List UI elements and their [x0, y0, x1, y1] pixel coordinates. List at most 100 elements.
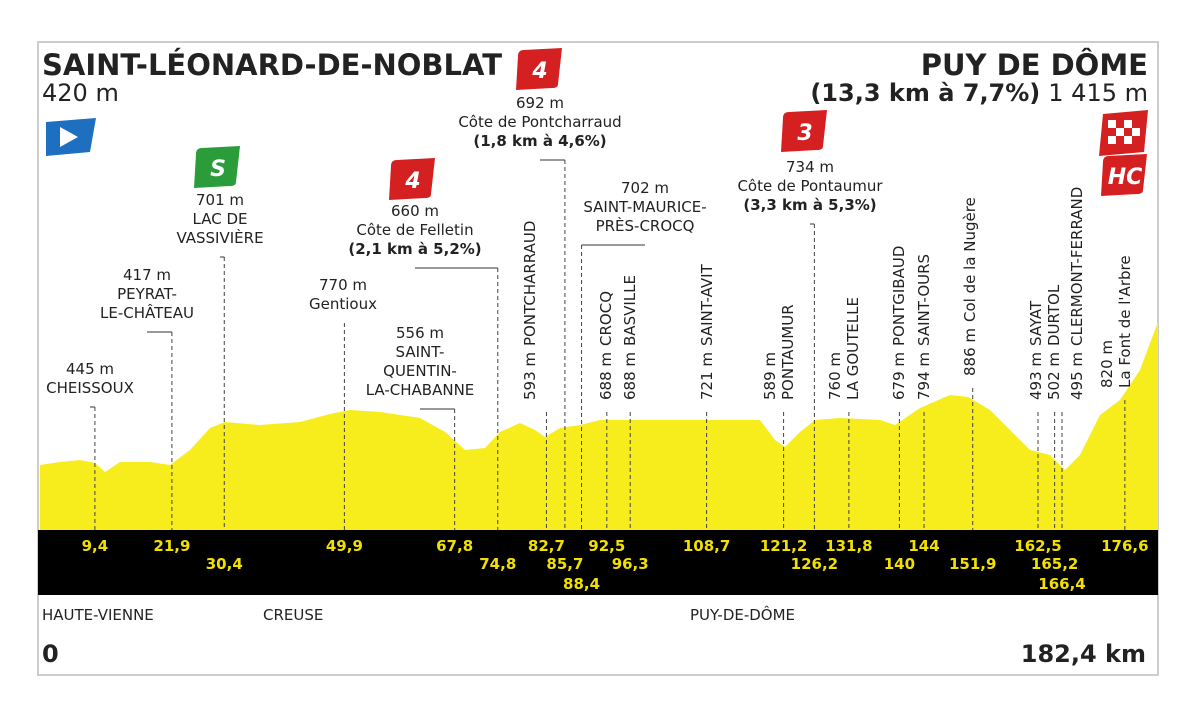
waypoint-label: 495 m CLERMONT-FERRAND — [1068, 187, 1086, 400]
km-label: 30,4 — [206, 555, 243, 573]
waypoint-label: 688 m BASVILLE — [621, 275, 639, 400]
km-label: 108,7 — [683, 537, 730, 555]
waypoint-label: 794 m SAINT-OURS — [915, 254, 933, 400]
finish-flag — [1099, 110, 1148, 156]
km-label: 140 — [884, 555, 915, 573]
waypoint-name: CHEISSOUX — [46, 379, 134, 397]
waypoint-altitude: 556 m — [396, 324, 444, 342]
distance-end: 182,4 km — [1021, 640, 1146, 668]
waypoint-name: Col de la Nugère — [961, 197, 979, 322]
km-label: 49,9 — [326, 537, 363, 555]
waypoint-name: SAINT- — [396, 343, 445, 361]
waypoint-name: BASVILLE — [621, 275, 639, 346]
km-label: 144 — [908, 537, 939, 555]
km-band — [38, 530, 1158, 595]
waypoint-label: 593 m PONTCHARRAUD — [521, 221, 539, 400]
waypoint-altitude: 794 m — [915, 352, 933, 400]
waypoint-altitude: 688 m — [621, 352, 639, 400]
km-label: 176,6 — [1101, 537, 1148, 555]
category-label: S — [210, 157, 226, 182]
waypoint-name: Côte de Felletin — [356, 221, 473, 239]
start-arrow — [60, 127, 78, 147]
department: CREUSE — [263, 606, 323, 624]
waypoint-altitude: 445 m — [66, 360, 114, 378]
waypoint-altitude: 593 m — [521, 352, 539, 400]
km-label: 165,2 — [1031, 555, 1078, 573]
elevation-profile — [40, 322, 1158, 530]
waypoint-label: 721 m SAINT-AVIT — [698, 263, 716, 400]
waypoint-altitude: 495 m — [1068, 352, 1086, 400]
waypoint-altitude: 734 m — [786, 158, 834, 176]
km-label: 126,2 — [791, 555, 838, 573]
waypoint-name: Gentioux — [309, 295, 377, 313]
waypoint-name: LAC DE — [193, 210, 248, 228]
waypoint-altitude: 820 m — [1098, 340, 1116, 388]
waypoint-altitude: 417 m — [123, 266, 171, 284]
climb-info: (3,3 km à 5,3%) — [743, 196, 876, 214]
finish-name: PUY DE DÔME — [921, 48, 1148, 82]
waypoint-name: QUENTIN- — [383, 362, 457, 380]
waypoint-name: DURTOL — [1045, 284, 1063, 346]
waypoint-altitude: 721 m — [698, 352, 716, 400]
waypoint-altitude: 688 m — [597, 352, 615, 400]
waypoint-name: PONTAUMUR — [779, 304, 797, 400]
category-badge — [516, 48, 562, 90]
waypoint-label: 679 m PONTGIBAUD — [890, 246, 908, 400]
climb-info: (1,8 km à 4,6%) — [473, 132, 606, 150]
waypoint-label: 886 m Col de la Nugère — [961, 197, 979, 376]
km-label: 151,9 — [949, 555, 996, 573]
finish-climb: (13,3 km à 7,7%) — [810, 79, 1040, 107]
waypoint-label: 502 m DURTOL — [1045, 284, 1063, 400]
category-badge — [781, 110, 827, 152]
waypoint-altitude: 502 m — [1045, 352, 1063, 400]
km-label: 162,5 — [1014, 537, 1061, 555]
category-label: 4 — [531, 59, 547, 84]
waypoint-name: SAYAT — [1027, 300, 1045, 346]
category-label: 3 — [797, 121, 812, 146]
category-label: HC — [1108, 165, 1143, 190]
km-label: 67,8 — [436, 537, 473, 555]
waypoint-altitude: 679 m — [890, 352, 908, 400]
km-label: 9,4 — [82, 537, 109, 555]
waypoint-altitude: 770 m — [319, 276, 367, 294]
waypoint-name: VASSIVIÈRE — [176, 228, 263, 247]
waypoint-name: CLERMONT-FERRAND — [1068, 187, 1086, 346]
waypoint-name: CROCQ — [597, 291, 615, 346]
waypoint-altitude: 660 m — [391, 202, 439, 220]
waypoint-altitude: 702 m — [621, 179, 669, 197]
waypoint-name: Côte de Pontcharraud — [458, 113, 621, 131]
waypoint-name: La Font de l'Arbre — [1116, 255, 1134, 388]
km-label: 166,4 — [1038, 575, 1085, 593]
km-label: 82,7 — [528, 537, 565, 555]
km-label: 96,3 — [612, 555, 649, 573]
waypoint-altitude: 692 m — [516, 94, 564, 112]
category-badge — [194, 146, 240, 188]
km-label: 85,7 — [546, 555, 583, 573]
category-badge — [389, 158, 435, 200]
waypoint-name: Côte de Pontaumur — [737, 177, 883, 195]
category-label: 4 — [404, 169, 420, 194]
waypoint-name: SAINT-AVIT — [698, 263, 716, 346]
km-label: 88,4 — [563, 575, 600, 593]
km-label: 92,5 — [588, 537, 625, 555]
waypoint-name: LA GOUTELLE — [844, 297, 862, 400]
km-label: 121,2 — [760, 537, 807, 555]
waypoint-name: PRÈS-CROCQ — [596, 216, 695, 235]
km-label: 21,9 — [153, 537, 190, 555]
waypoint-name: PONTGIBAUD — [890, 246, 908, 346]
waypoint-altitude: 493 m — [1027, 352, 1045, 400]
waypoint-name: SAINT-OURS — [915, 254, 933, 346]
waypoint-altitude: 589 m — [761, 352, 779, 400]
waypoint-altitude: 701 m — [196, 191, 244, 209]
start-name: SAINT-LÉONARD-DE-NOBLAT — [42, 48, 502, 82]
finish-info: (13,3 km à 7,7%) 1 415 m — [810, 79, 1148, 107]
start-altitude: 420 m — [42, 79, 119, 107]
waypoint-label: 688 m CROCQ — [597, 291, 615, 400]
distance-start: 0 — [42, 640, 59, 668]
waypoint-name: PONTCHARRAUD — [521, 221, 539, 346]
climb-info: (2,1 km à 5,2%) — [348, 240, 481, 258]
waypoint-label: 493 m SAYAT — [1027, 300, 1045, 400]
department: PUY-DE-DÔME — [690, 605, 795, 624]
waypoint-altitude: 760 m — [826, 352, 844, 400]
